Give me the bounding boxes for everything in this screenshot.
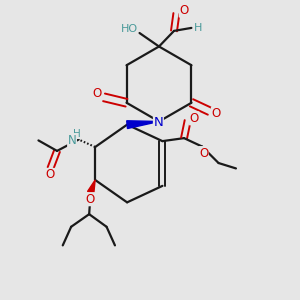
Text: N: N <box>154 116 163 130</box>
Text: O: O <box>212 107 221 120</box>
Text: O: O <box>199 147 208 160</box>
Text: HO: HO <box>120 24 138 34</box>
Text: O: O <box>190 112 199 125</box>
Text: H: H <box>194 23 202 33</box>
Text: O: O <box>179 4 188 17</box>
Text: O: O <box>45 168 55 182</box>
Text: O: O <box>85 193 95 206</box>
Text: H: H <box>73 128 81 139</box>
Text: N: N <box>68 134 76 147</box>
Polygon shape <box>127 121 159 128</box>
Polygon shape <box>88 180 95 194</box>
Text: O: O <box>92 87 101 100</box>
